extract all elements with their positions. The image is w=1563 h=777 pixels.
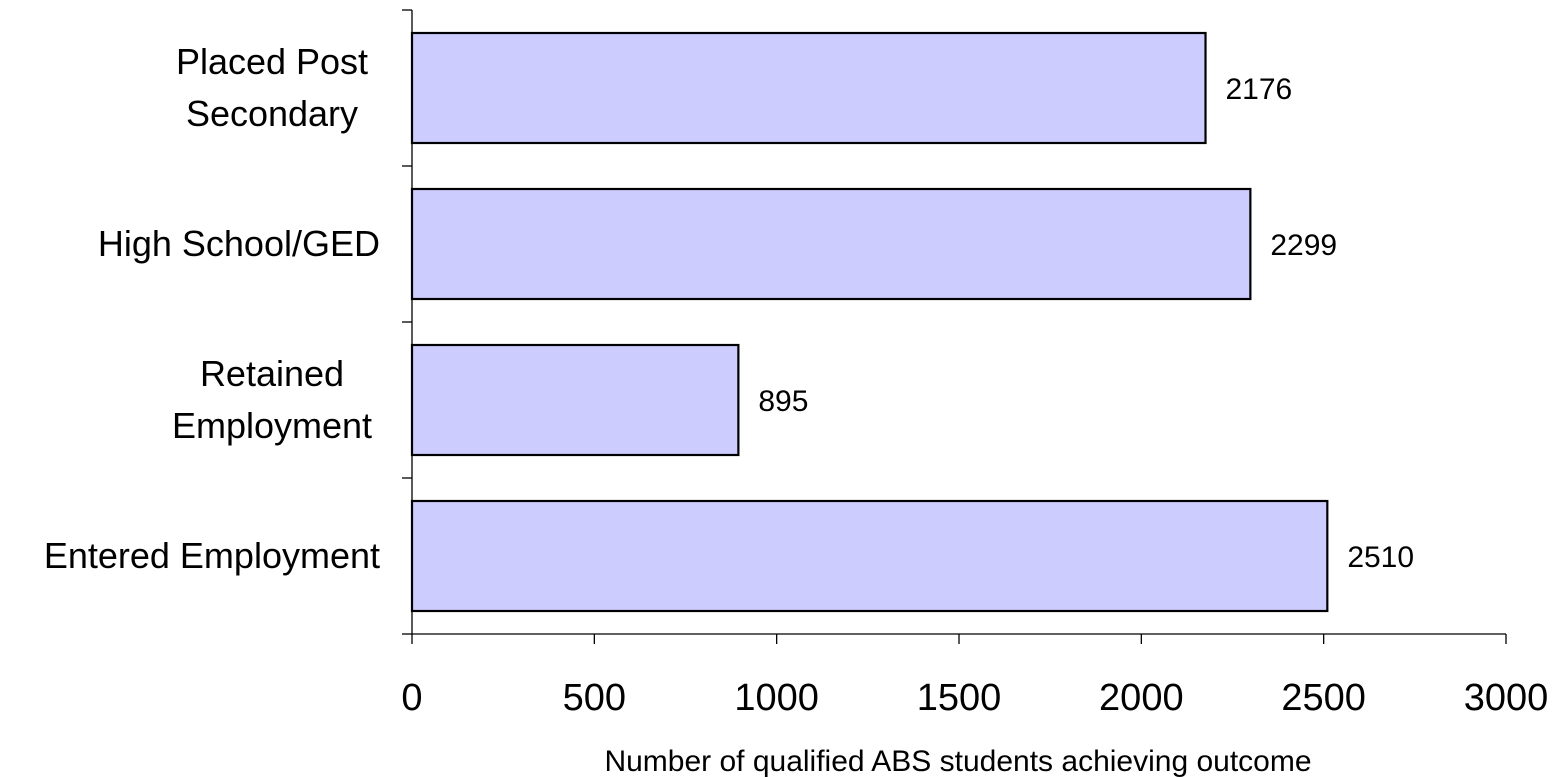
y-axis bbox=[402, 9, 413, 635]
x-tick-label: 2500 bbox=[1281, 677, 1366, 719]
value-labels: 2176 2299 895 2510 bbox=[758, 73, 1414, 574]
bar bbox=[410, 343, 740, 457]
bar bbox=[410, 499, 1329, 613]
value-label: 895 bbox=[758, 385, 808, 418]
x-axis-title: Number of qualified ABS students achievi… bbox=[604, 745, 1311, 777]
bars bbox=[410, 31, 1329, 613]
bar bbox=[410, 187, 1252, 301]
value-label: 2299 bbox=[1270, 229, 1337, 262]
category-label: High School/GED bbox=[98, 223, 380, 264]
x-tick-label: 1500 bbox=[917, 677, 1002, 719]
x-tick-label: 500 bbox=[563, 677, 626, 719]
value-label: 2510 bbox=[1347, 541, 1414, 574]
category-label: Retained Employment bbox=[172, 353, 372, 446]
value-label: 2176 bbox=[1226, 73, 1293, 106]
category-label: Placed Post Secondary bbox=[176, 41, 368, 134]
bar bbox=[410, 31, 1207, 145]
x-tick-label: 2000 bbox=[1099, 677, 1184, 719]
x-tick-label: 0 bbox=[401, 677, 422, 719]
x-axis: 0 500 1000 1500 2000 2500 3000 bbox=[401, 633, 1549, 719]
x-tick-label: 1000 bbox=[734, 677, 819, 719]
x-tick-label: 3000 bbox=[1464, 677, 1549, 719]
category-labels: Placed Post Secondary High School/GED Retai… bbox=[44, 41, 380, 576]
category-label: Entered Employment bbox=[44, 535, 380, 576]
